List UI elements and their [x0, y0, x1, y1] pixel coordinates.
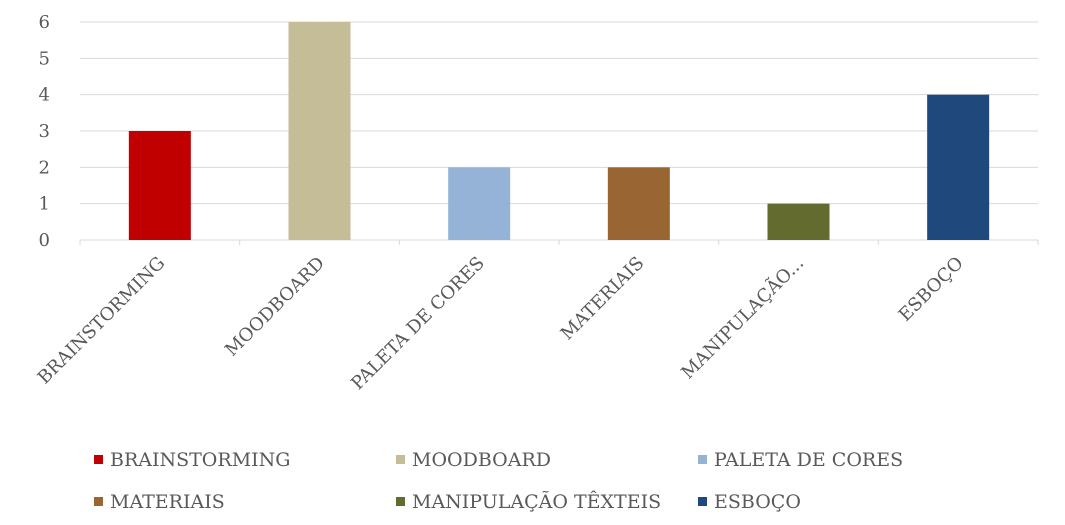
- x-tick-label: ESBOÇO: [895, 253, 968, 326]
- legend-swatch: [94, 497, 103, 506]
- legend-swatch: [396, 455, 405, 464]
- y-tick-label: 3: [39, 121, 50, 142]
- legend-swatch: [698, 455, 707, 464]
- legend-swatch: [94, 455, 103, 464]
- y-tick-label: 4: [39, 85, 50, 106]
- legend-label: MANIPULAÇÃO TÊXTEIS: [412, 490, 661, 513]
- legend-label: PALETA DE CORES: [714, 449, 903, 471]
- x-tick-label: MANIPULAÇÃO...: [677, 252, 808, 383]
- y-tick-label: 1: [39, 194, 50, 215]
- bar: [927, 94, 990, 241]
- x-tick-label: BRAINSTORMING: [34, 253, 170, 389]
- bar: [288, 22, 351, 240]
- bar: [767, 203, 830, 240]
- y-tick-label: 2: [39, 157, 50, 178]
- bar: [607, 167, 670, 240]
- x-tick-label: MATERIAIS: [557, 253, 649, 345]
- legend-label: MATERIAIS: [110, 491, 225, 513]
- bar: [448, 167, 511, 240]
- legend-swatch: [396, 497, 405, 506]
- legend-label: MOODBOARD: [412, 449, 551, 471]
- x-tick-label: MOODBOARD: [221, 253, 329, 361]
- y-tick-label: 6: [39, 12, 50, 33]
- y-tick-label: 0: [39, 230, 50, 251]
- legend-swatch: [698, 497, 707, 506]
- x-tick-label: PALETA DE CORES: [347, 253, 489, 395]
- legend-label: ESBOÇO: [714, 491, 801, 513]
- legend-label: BRAINSTORMING: [110, 449, 290, 471]
- bar: [128, 131, 191, 240]
- y-tick-label: 5: [39, 48, 50, 69]
